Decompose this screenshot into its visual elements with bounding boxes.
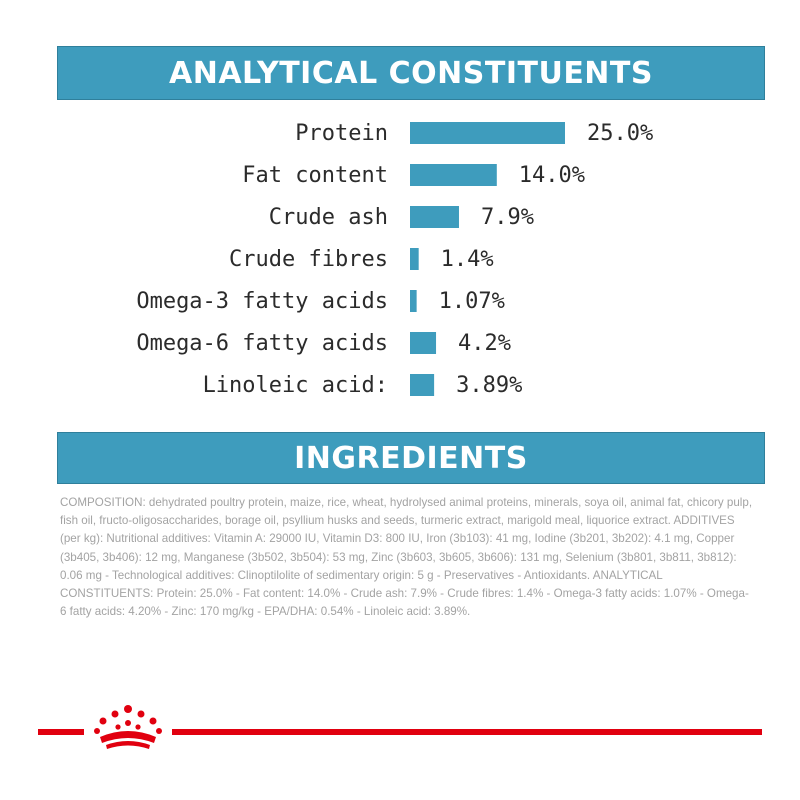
bar-value-label: 7.9% [481,205,534,230]
bar-value-label: 3.89% [456,373,522,398]
bar [410,290,417,312]
bar-value-label: 4.2% [458,331,511,356]
bar-label: Crude ash [269,205,388,230]
composition-text: COMPOSITION: dehydrated poultry protein,… [60,496,753,619]
bar-label: Fat content [242,163,388,188]
brand-line-left [38,729,84,735]
bar [410,374,435,396]
bar-value-label: 1.4% [441,247,494,272]
ingredients-banner: INGREDIENTS [57,432,765,484]
bar [410,122,565,144]
crown-icon [94,705,162,749]
bar-label: Crude fibres [229,247,388,272]
bar-value-label: 1.07% [439,289,505,314]
analytical-constituents-chart: Protein 25.0% Fat content 14.0% Crude ash 7.9… [136,121,653,398]
bar-label: Protein [295,121,388,146]
bar [410,332,437,354]
bar-label: Omega-3 fatty acids [136,289,388,314]
bar [410,248,419,270]
bar-value-label: 25.0% [587,121,653,146]
bar-value-label: 14.0% [519,163,585,188]
analytical-constituents-title: ANALYTICAL CONSTITUENTS [169,55,653,91]
bar [410,164,497,186]
analytical-constituents-banner: ANALYTICAL CONSTITUENTS [57,46,765,100]
bar-label: Omega-6 fatty acids [136,331,388,356]
bar-label: Linoleic acid: [203,373,388,398]
ingredients-title: INGREDIENTS [294,440,528,476]
brand-line-right [172,729,762,735]
bar [410,206,459,228]
